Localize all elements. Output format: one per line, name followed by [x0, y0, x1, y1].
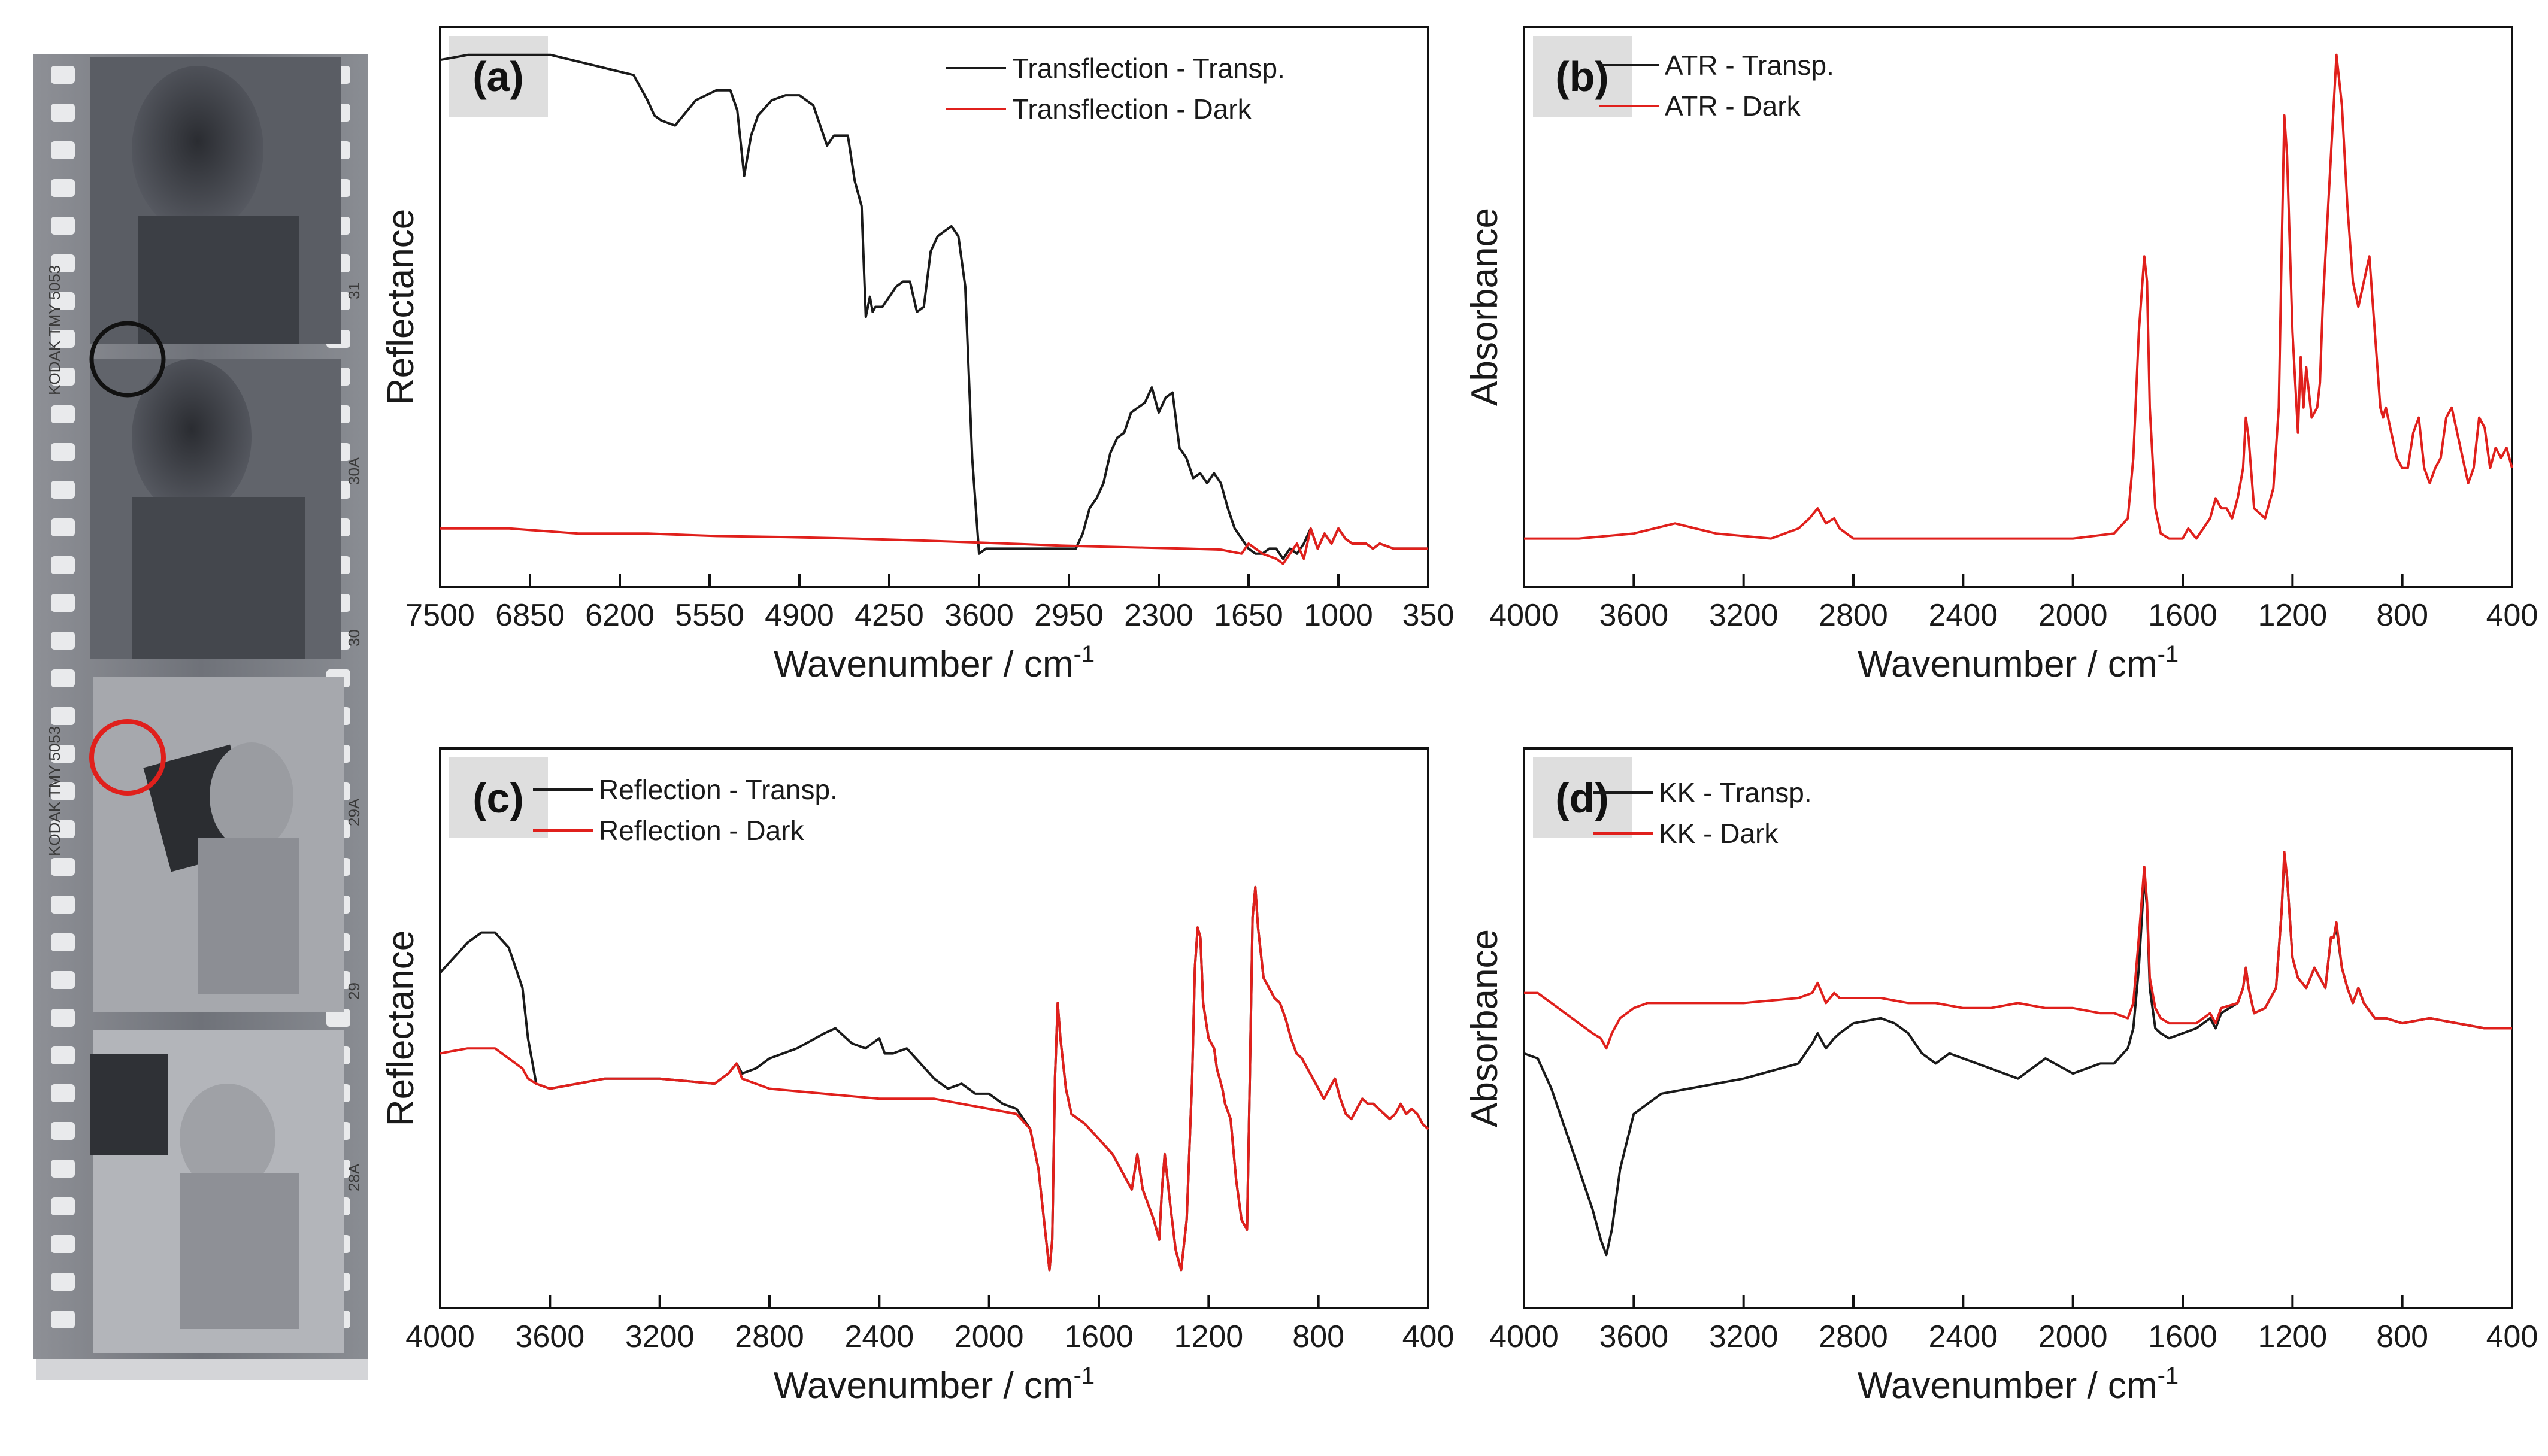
x-tick-label: 6850 — [495, 598, 565, 633]
x-tick-label: 2000 — [2038, 598, 2108, 633]
series-line-transp — [1524, 857, 2512, 1255]
series-line-dark — [1524, 852, 2512, 1048]
x-tick-label: 3200 — [1709, 598, 1779, 633]
legend-label: KK - Dark — [1659, 818, 1779, 849]
series-line-transp — [440, 887, 1428, 1270]
x-axis-label-superscript: -1 — [1074, 641, 1095, 668]
x-tick-label: 6200 — [585, 598, 655, 633]
x-tick-label: 5550 — [675, 598, 744, 633]
chart-panel-a: 7500 6850 6200 5550 4900 4250 3600 2950 2300 1650… — [380, 27, 1454, 685]
x-tick-label: 4000 — [405, 1320, 475, 1354]
panel-label: (d) — [1555, 775, 1608, 821]
legend-label: Transflection - Dark — [1012, 93, 1252, 125]
x-tick-label: 800 — [2376, 598, 2428, 633]
x-tick-label: 2000 — [2038, 1320, 2108, 1354]
x-tick-label: 1600 — [2148, 598, 2217, 633]
x-tick-label: 350 — [1402, 598, 1455, 633]
x-tick-label: 2800 — [1819, 598, 1888, 633]
series-line-dark — [440, 529, 1428, 564]
series-line-transp — [440, 55, 1428, 559]
plot-frame — [440, 27, 1428, 587]
x-tick-label: 1200 — [2258, 1320, 2327, 1354]
x-axis-label: Wavenumber / cm-1 — [1858, 1363, 2179, 1406]
x-tick-label: 1600 — [2148, 1320, 2217, 1354]
legend-label: KK - Transp. — [1659, 777, 1812, 808]
y-axis-label: Absorbance — [1464, 929, 1505, 1127]
x-tick-label: 800 — [1292, 1320, 1344, 1354]
x-tick-label: 2400 — [1928, 1320, 1998, 1354]
x-tick-label: 1650 — [1214, 598, 1283, 633]
panel-label: (a) — [472, 53, 524, 100]
x-tick-label: 800 — [2376, 1320, 2428, 1354]
x-axis-label-superscript: -1 — [2158, 1363, 2179, 1389]
legend-label: Reflection - Dark — [599, 815, 805, 846]
legend-label: Reflection - Transp. — [599, 774, 838, 805]
x-tick-label: 1600 — [1064, 1320, 1134, 1354]
x-tick-label: 4250 — [855, 598, 924, 633]
x-tick-label: 400 — [2486, 1320, 2538, 1354]
x-tick-label: 2800 — [735, 1320, 804, 1354]
chart-panel-d: 4000 3600 3200 2800 2400 2000 1600 1200 800 400 Wa… — [1464, 748, 2538, 1406]
panel-label: (b) — [1555, 53, 1608, 100]
x-axis-label: Wavenumber / cm-1 — [774, 1363, 1095, 1406]
x-tick-label: 2800 — [1819, 1320, 1888, 1354]
x-tick-label: 1200 — [1174, 1320, 1243, 1354]
chart-panel-c: 4000 3600 3200 2800 2400 2000 1600 1200 800 400 Wa… — [380, 748, 1454, 1406]
legend-label: ATR - Transp. — [1665, 50, 1834, 81]
series-line-transp — [1524, 55, 2512, 539]
spectra-figure: 7500 6850 6200 5550 4900 4250 3600 2950 2300 1650… — [0, 0, 2548, 1456]
panel-label: (c) — [472, 775, 524, 821]
x-tick-label: 2950 — [1034, 598, 1104, 633]
x-tick-label: 2300 — [1124, 598, 1193, 633]
x-axis-label: Wavenumber / cm-1 — [1858, 641, 2179, 685]
x-tick-label: 4000 — [1489, 598, 1559, 633]
x-tick-label: 3200 — [625, 1320, 695, 1354]
x-tick-label: 2400 — [1928, 598, 1998, 633]
y-axis-label: Absorbance — [1464, 208, 1505, 406]
x-tick-label: 2000 — [955, 1320, 1024, 1354]
x-tick-label: 3600 — [1599, 598, 1668, 633]
x-tick-label: 4900 — [765, 598, 834, 633]
x-tick-label: 3600 — [515, 1320, 584, 1354]
x-tick-label: 2400 — [844, 1320, 914, 1354]
x-tick-label: 3200 — [1709, 1320, 1779, 1354]
plot-frame — [440, 748, 1428, 1308]
x-tick-label: 400 — [1402, 1320, 1455, 1354]
y-axis-label: Reflectance — [380, 209, 422, 405]
x-tick-label: 7500 — [405, 598, 475, 633]
x-tick-label: 4000 — [1489, 1320, 1559, 1354]
x-axis-label-superscript: -1 — [2158, 641, 2179, 668]
series-line-dark — [1524, 55, 2512, 539]
chart-panel-b: 4000 3600 3200 2800 2400 2000 1600 1200 800 400 Wa… — [1464, 27, 2538, 685]
x-tick-label: 3600 — [944, 598, 1014, 633]
x-axis-label-superscript: -1 — [1074, 1363, 1095, 1389]
x-tick-label: 400 — [2486, 598, 2538, 633]
x-tick-label: 3600 — [1599, 1320, 1668, 1354]
x-axis-label: Wavenumber / cm-1 — [774, 641, 1095, 685]
legend-label: Transflection - Transp. — [1012, 53, 1285, 84]
y-axis-label: Reflectance — [380, 930, 422, 1126]
legend-label: ATR - Dark — [1665, 90, 1801, 122]
x-tick-label: 1000 — [1304, 598, 1373, 633]
x-tick-label: 1200 — [2258, 598, 2327, 633]
